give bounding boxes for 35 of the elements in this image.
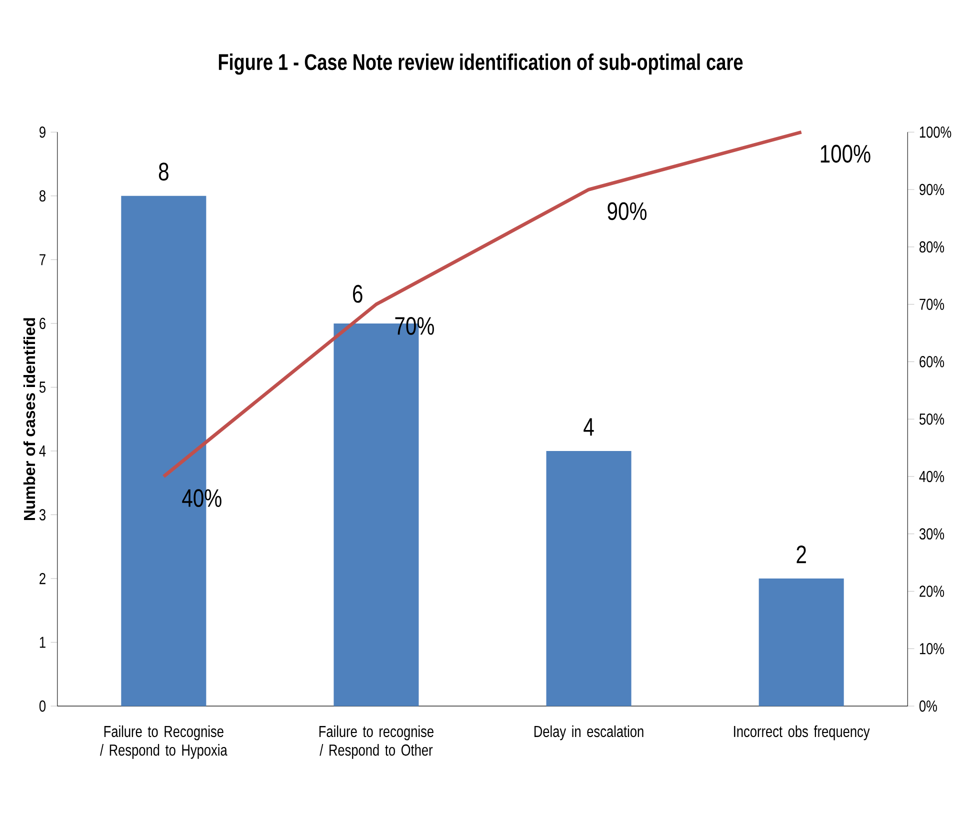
y-tick-label: 9 <box>40 126 46 138</box>
y-tick-label: 4 <box>39 445 46 456</box>
y-tick-label: 6 <box>40 318 46 329</box>
data-label: 100% <box>820 144 870 163</box>
x-tick-label: Failure to recognise / Respond to Other <box>319 725 434 759</box>
data-label: 2 <box>796 545 806 564</box>
y-axis-title: Number of cases identified <box>23 318 36 520</box>
chart-title: Figure 1 - Case Note review identification of sub-optimal care <box>218 53 743 75</box>
x-tick-label: Incorrect obs frequency <box>734 725 870 740</box>
y-tick-label: 0 <box>39 700 46 712</box>
y-tick-label: 7 <box>40 254 46 266</box>
y-tick-label: 3 <box>39 509 46 520</box>
y-tick-label: 5 <box>39 382 46 393</box>
y2-tick-label: 30% <box>919 528 944 540</box>
x-tick-label: Failure to Recognise / Respond to Hypoxia <box>100 725 228 759</box>
y2-tick-label: 20% <box>920 586 944 597</box>
y2-tick-label: 70% <box>920 298 944 310</box>
data-label: 8 <box>158 162 168 180</box>
y2-tick-label: 10% <box>920 642 944 654</box>
bar <box>758 578 844 706</box>
y-tick-label: 2 <box>40 572 46 584</box>
data-label: 4 <box>584 418 594 436</box>
y2-tick-label: 40% <box>919 470 944 482</box>
x-tick-label: Delay in escalation <box>534 725 644 740</box>
y2-tick-label: 90% <box>920 184 944 196</box>
data-label: 6 <box>353 284 362 303</box>
y2-tick-label: 60% <box>920 356 944 368</box>
bar <box>546 450 632 706</box>
y2-tick-label: 100% <box>920 126 952 138</box>
y-tick-label: 1 <box>40 636 46 648</box>
data-label: 90% <box>608 202 647 220</box>
y2-tick-label: 80% <box>920 241 944 252</box>
y2-tick-label: 0% <box>919 700 937 712</box>
y2-tick-label: 50% <box>919 413 944 425</box>
y-tick-label: 8 <box>40 190 46 202</box>
